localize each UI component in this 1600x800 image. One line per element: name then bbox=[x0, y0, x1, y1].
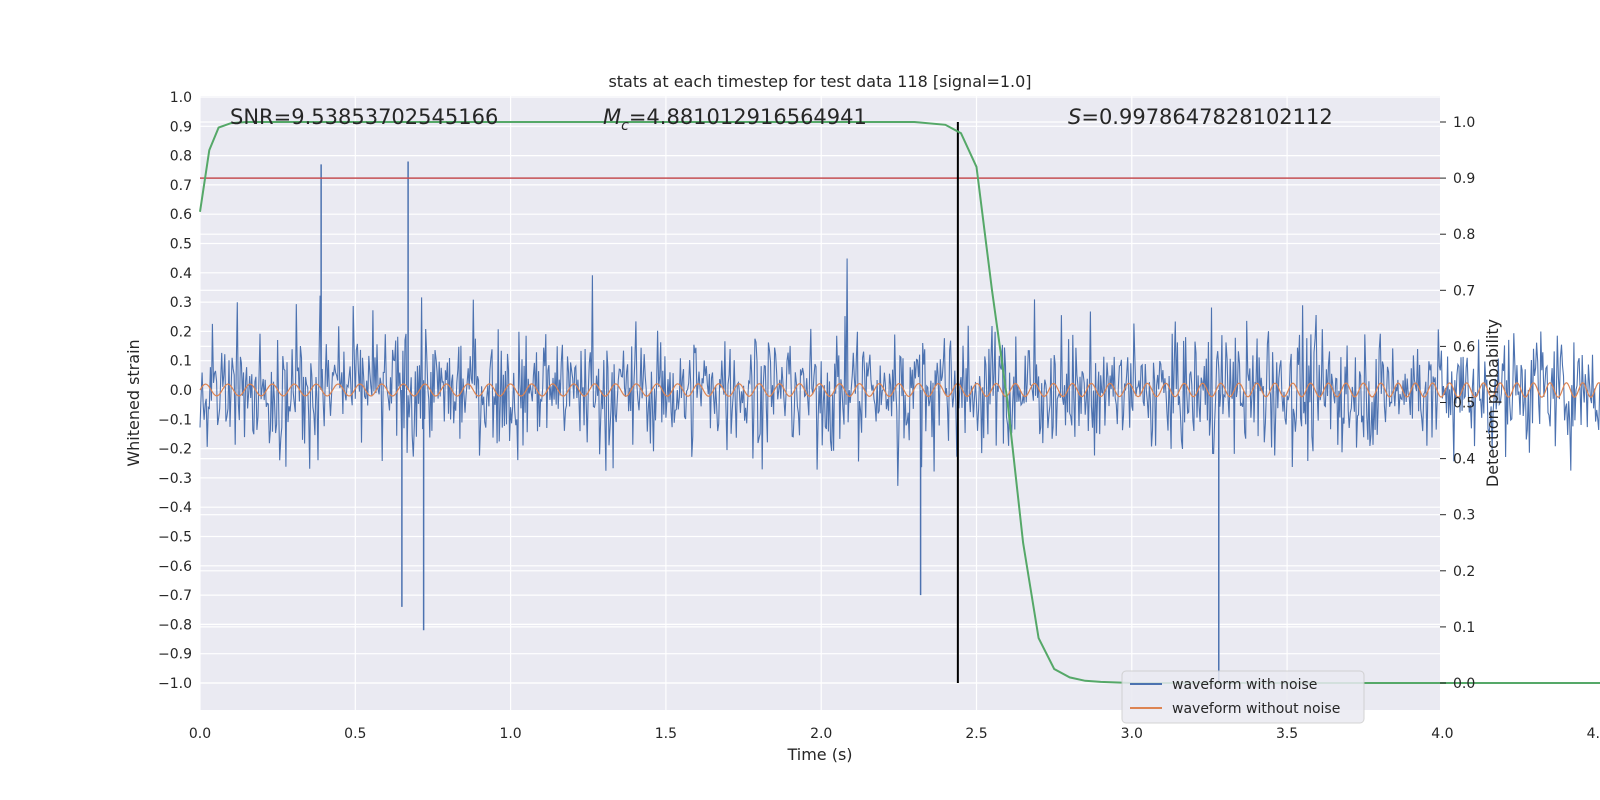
x-tick-label: 0.5 bbox=[344, 726, 366, 742]
noise-waveform-line bbox=[199, 258, 1600, 486]
mc-subscript: c bbox=[621, 118, 629, 134]
x-axis-label: Time (s) bbox=[786, 745, 852, 764]
y-right-tick-label: 0.0 bbox=[1453, 676, 1475, 692]
y-tick-label: 0.5 bbox=[170, 237, 192, 253]
y-right-tick-label: 0.8 bbox=[1453, 227, 1475, 243]
y-axis-label: Whitened strain bbox=[124, 339, 143, 466]
y-tick-label: −0.9 bbox=[158, 647, 192, 663]
chart-title: stats at each timestep for test data 118… bbox=[608, 72, 1031, 91]
y-right-tick-label: 0.9 bbox=[1453, 171, 1475, 187]
mc-value: =4.881012916564941 bbox=[629, 105, 867, 129]
y-right-axis-ticks: 1.0 0.9 0.8 0.7 0.6 0.5 0.4 0.3 0.2 0.1 0.0 bbox=[1440, 115, 1475, 692]
legend-label-clean: waveform without noise bbox=[1172, 701, 1340, 717]
y-right-tick-label: 0.3 bbox=[1453, 508, 1475, 524]
y-tick-label: 1.0 bbox=[170, 90, 192, 106]
s-symbol: S bbox=[1068, 105, 1081, 129]
x-tick-label: 2.5 bbox=[965, 726, 987, 742]
clean-waveform-line bbox=[199, 382, 1600, 398]
x-tick-label: 1.0 bbox=[499, 726, 521, 742]
y-tick-label: 0.2 bbox=[170, 324, 192, 340]
y-tick-label: 0.6 bbox=[170, 207, 192, 223]
x-tick-label: 2.0 bbox=[810, 726, 832, 742]
x-tick-label: 4.0 bbox=[1431, 726, 1453, 742]
grid bbox=[199, 96, 1599, 710]
y-tick-label: −0.3 bbox=[158, 471, 192, 487]
y-right-tick-label: 1.0 bbox=[1453, 115, 1475, 131]
y-right-tick-label: 0.6 bbox=[1453, 339, 1475, 355]
y-tick-label: −0.1 bbox=[158, 412, 192, 428]
y-right-tick-label: 0.1 bbox=[1453, 620, 1475, 636]
snr-annotation: SNR=9.53853702545166 bbox=[230, 105, 498, 129]
y-right-tick-label: 0.4 bbox=[1453, 452, 1475, 468]
s-value: =0.9978647828102112 bbox=[1081, 105, 1332, 129]
y-axis-ticks: 1.0 0.9 0.8 0.7 0.6 0.5 0.4 0.3 0.2 0.1 0.0 −0.1 −0.… bbox=[158, 90, 192, 692]
y-tick-label: −1.0 bbox=[158, 676, 192, 692]
mc-symbol: M bbox=[603, 105, 621, 129]
y-right-tick-label: 0.2 bbox=[1453, 564, 1475, 580]
y-tick-label: 0.9 bbox=[170, 119, 192, 135]
x-tick-label: 0.0 bbox=[189, 726, 211, 742]
y-tick-label: −0.5 bbox=[158, 530, 192, 546]
legend-box bbox=[1121, 670, 1365, 724]
y-right-tick-label: 0.5 bbox=[1453, 396, 1475, 412]
y-tick-label: −0.7 bbox=[158, 588, 192, 604]
y-tick-label: 0.4 bbox=[170, 266, 192, 282]
y-right-axis-label: Detection probability bbox=[1483, 319, 1502, 487]
detection-probability-line bbox=[199, 121, 1600, 684]
x-tick-label: 3.0 bbox=[1121, 726, 1143, 742]
x-tick-label: 3.5 bbox=[1276, 726, 1298, 742]
chirp-mass-annotation: Mc=4.881012916564941 bbox=[603, 105, 867, 134]
y-tick-label: −0.6 bbox=[158, 559, 192, 575]
x-axis-ticks: 0.00.51.01.52.02.53.03.54.04.55.05.56.06… bbox=[189, 726, 1600, 742]
y-tick-label: −0.2 bbox=[158, 442, 192, 458]
y-tick-label: −0.4 bbox=[158, 500, 192, 516]
y-right-tick-label: 0.7 bbox=[1453, 283, 1475, 299]
traces bbox=[199, 161, 1600, 683]
y-tick-label: 0.0 bbox=[170, 383, 192, 399]
legend-label-noise: waveform with noise bbox=[1172, 677, 1317, 693]
score-annotation: S=0.9978647828102112 bbox=[1068, 105, 1333, 129]
legend: waveform with noise waveform without noi… bbox=[1121, 670, 1365, 724]
y-tick-label: 0.3 bbox=[170, 295, 192, 311]
y-tick-label: −0.8 bbox=[158, 617, 192, 633]
x-tick-label: 4.5 bbox=[1587, 726, 1600, 742]
y-tick-label: 0.1 bbox=[170, 354, 192, 370]
overlay-lines bbox=[199, 121, 1600, 684]
y-tick-label: 0.8 bbox=[170, 149, 192, 165]
y-tick-label: 0.7 bbox=[170, 178, 192, 194]
x-tick-label: 1.5 bbox=[655, 726, 677, 742]
